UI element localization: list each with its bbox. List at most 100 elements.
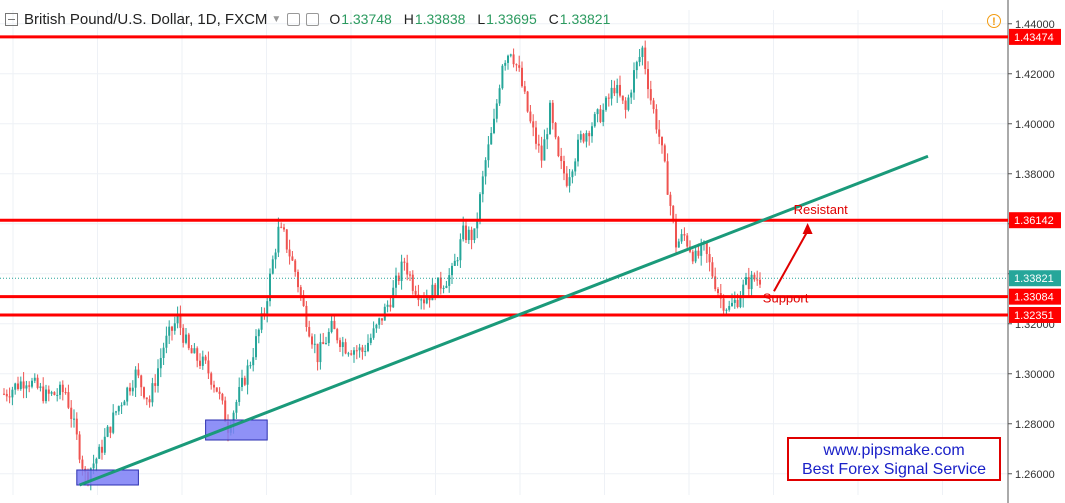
candle-body [546, 134, 549, 140]
candle-body [302, 295, 305, 306]
candle-body [269, 273, 271, 302]
candle-body [448, 275, 451, 286]
candle-body [459, 239, 462, 261]
settings-icon[interactable] [287, 12, 301, 26]
candle-body [386, 304, 389, 307]
candle-body [140, 375, 143, 388]
candle-body [59, 384, 61, 395]
candle-body [255, 336, 257, 358]
candle-body [165, 335, 168, 348]
chevron-down-icon[interactable]: ▼ [271, 13, 282, 25]
candle-body [711, 262, 714, 277]
candle-body [619, 84, 621, 96]
ohlc-readout: O1.33748 H1.33838 L1.33695 C1.33821 [329, 11, 618, 27]
candle-body [742, 284, 745, 298]
candle-body [616, 84, 619, 94]
candle-body [246, 365, 249, 385]
candle-body [322, 342, 325, 345]
candle-body [39, 386, 42, 388]
trendline [79, 154, 929, 487]
candle-body [481, 176, 484, 195]
price-tag: 1.43474 [1009, 28, 1061, 45]
symbol-title[interactable]: British Pound/U.S. Dollar, 1D, FXCM [24, 10, 268, 28]
candle-body [683, 234, 686, 236]
candle-body [145, 397, 148, 400]
candle-body [431, 284, 434, 301]
candle-body [311, 336, 313, 345]
candle-body [526, 91, 529, 112]
candle-body [327, 331, 330, 344]
candle-body [154, 383, 157, 386]
high-value: 1.33838 [414, 11, 466, 27]
candle-body [537, 143, 540, 146]
candle-body [605, 97, 607, 110]
promo-box[interactable]: www.pipsmake.com Best Forex Signal Servi… [787, 437, 1001, 481]
collapse-icon[interactable] [5, 12, 18, 26]
candle-body [56, 394, 59, 396]
candle-body [507, 55, 509, 63]
candle-body [551, 102, 554, 123]
candle-body [750, 274, 753, 290]
candle-body [607, 97, 610, 99]
candle-body [630, 92, 633, 98]
candle-body [610, 87, 613, 99]
y-tick-label: 1.42000 [1015, 69, 1055, 81]
promo-url[interactable]: www.pipsmake.com [823, 442, 965, 459]
candle-body [397, 275, 400, 281]
candle-body [504, 62, 507, 66]
candle-body [563, 161, 565, 174]
candle-body [73, 418, 75, 420]
candle-body [663, 145, 666, 162]
eye-icon[interactable] [306, 12, 320, 26]
candle-body [53, 392, 56, 395]
price-tag-bg [1009, 28, 1061, 45]
y-tick-label: 1.30000 [1015, 369, 1055, 381]
candle-body [647, 69, 649, 90]
candle-body [453, 260, 456, 266]
candle-body [218, 391, 221, 394]
candle-body [652, 100, 655, 110]
warning-icon[interactable]: ! [987, 14, 1001, 28]
price-tag-label: 1.33821 [1014, 273, 1054, 285]
candle-body [470, 229, 473, 241]
candle-body [714, 276, 717, 290]
candle-body [501, 65, 504, 89]
candle-body [8, 396, 11, 398]
candle-body [243, 377, 246, 385]
candle-body [756, 279, 759, 281]
candle-body [437, 277, 439, 298]
candle-body [274, 252, 277, 260]
open-value: 1.33748 [341, 11, 392, 27]
candle-body [428, 298, 431, 301]
candle-body [67, 392, 70, 408]
candle-body [728, 306, 731, 310]
arrow-shaft [773, 230, 809, 292]
candle-body [31, 380, 33, 387]
candle-body [722, 298, 725, 311]
candle-body [747, 277, 750, 290]
candle-body [697, 250, 700, 256]
candle-body [353, 350, 355, 355]
candle-body [190, 348, 193, 354]
candle-body [661, 136, 663, 146]
candle-body [297, 271, 299, 288]
candle-body [591, 126, 593, 137]
candle-body [81, 459, 84, 469]
candle-body [42, 386, 45, 402]
candle-body [257, 329, 260, 337]
price-tag-label: 1.33084 [1014, 292, 1054, 304]
price-tag: 1.33821 [1009, 270, 1061, 287]
candle-body [112, 412, 115, 433]
candle-body [708, 254, 711, 263]
candle-body [515, 64, 518, 66]
candle-body [493, 118, 495, 133]
candle-body [585, 133, 588, 142]
candle-body [395, 275, 397, 288]
candle-body [19, 381, 22, 390]
candle-body [5, 393, 8, 397]
candle-body [736, 299, 739, 308]
candle-body [235, 402, 238, 413]
candle-body [731, 302, 733, 307]
candle-body [33, 377, 36, 381]
